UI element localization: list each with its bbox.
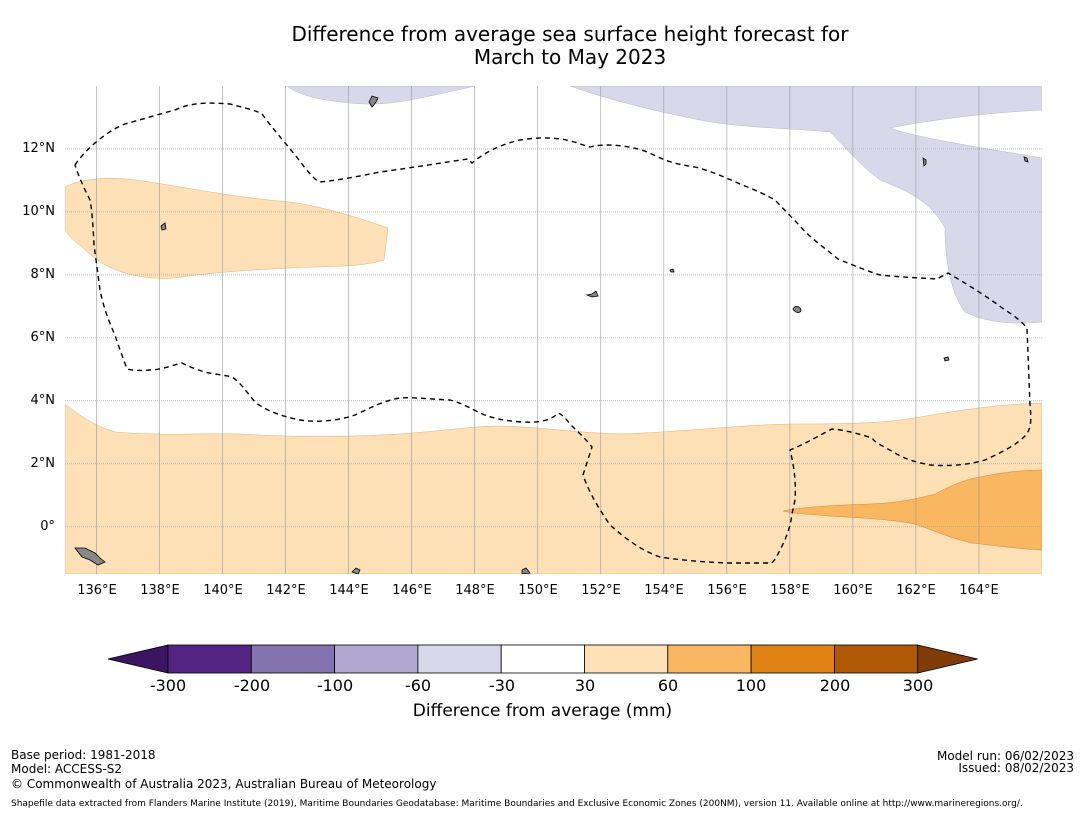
- colorbar-tick-label: -200: [233, 676, 271, 695]
- colorbar-tick-label: -30: [488, 676, 516, 695]
- colorbar-tick-label: -100: [316, 676, 354, 695]
- island-small-3: [922, 157, 927, 167]
- colorbar-tick-label: 60: [657, 676, 679, 695]
- lat-label: 12°N: [22, 141, 55, 156]
- lon-label: 150°E: [518, 583, 558, 598]
- footer-source: Shapefile data extracted from Flanders M…: [11, 799, 1023, 809]
- colorbar-segment: [750, 644, 835, 674]
- island-small-2: [1023, 156, 1029, 163]
- lat-label: 10°N: [22, 204, 55, 219]
- island-southwest: [74, 547, 106, 566]
- colorbar-segment: [417, 644, 502, 674]
- eez-boundary-line: [74, 102, 1032, 565]
- anomaly-region-positive-south: [65, 402, 1042, 574]
- colorbar: [107, 644, 978, 674]
- colorbar-extend-low: [107, 644, 169, 674]
- lon-label: 136°E: [77, 583, 117, 598]
- lat-label: 6°N: [30, 330, 56, 345]
- footer-issued: Issued: 08/02/2023: [958, 761, 1074, 775]
- lon-label: 158°E: [770, 583, 810, 598]
- lon-label: 142°E: [266, 583, 306, 598]
- anomaly-region-negative-north: [286, 86, 476, 105]
- colorbar-segment: [250, 644, 336, 674]
- colorbar-tick-label: 30: [574, 676, 596, 695]
- island-west: [160, 222, 167, 231]
- islands: [74, 95, 1029, 574]
- colorbar-segment: [334, 644, 419, 674]
- colorbar-extend-high: [917, 644, 978, 674]
- lon-label: 152°E: [581, 583, 621, 598]
- footer-model-run: Model run: 06/02/2023: [936, 749, 1074, 763]
- anomaly-region-positive-west: [65, 178, 389, 279]
- lon-label: 148°E: [455, 583, 495, 598]
- anomaly-region-negative-northeast: [569, 86, 1042, 324]
- lon-label: 162°E: [896, 583, 936, 598]
- island-cluster-central: [585, 290, 599, 298]
- lon-label: 138°E: [140, 583, 180, 598]
- lat-label: 0°: [40, 519, 55, 534]
- lat-label: 2°N: [30, 456, 56, 471]
- footer-model: Model: ACCESS-S2: [11, 762, 123, 776]
- island-small-1: [669, 268, 675, 273]
- colorbar-tick-label: -300: [149, 676, 187, 695]
- map-area: [65, 86, 1042, 574]
- island-north: [368, 95, 379, 108]
- colorbar-segment: [167, 644, 252, 674]
- colorbar-segment: [584, 644, 669, 674]
- footer-copyright: © Commonwealth of Australia 2023, Austra…: [11, 777, 437, 791]
- chart-title-line2: March to May 2023: [473, 45, 667, 69]
- colorbar-tick-label: -60: [404, 676, 432, 695]
- island-east: [943, 356, 950, 362]
- lon-label: 164°E: [959, 583, 999, 598]
- island-chuuk: [792, 306, 802, 313]
- lon-label: 160°E: [833, 583, 873, 598]
- lon-label: 156°E: [707, 583, 747, 598]
- colorbar-tick-label: 200: [819, 676, 851, 695]
- island-south-center: [521, 567, 531, 574]
- footer-base-period: Base period: 1981-2018: [11, 748, 156, 762]
- lon-label: 154°E: [644, 583, 684, 598]
- colorbar-tick-label: 300: [902, 676, 934, 695]
- colorbar-tick-label: 100: [735, 676, 767, 695]
- lon-label: 144°E: [329, 583, 369, 598]
- colorbar-segment: [667, 644, 752, 674]
- map-svg: [65, 86, 1042, 674]
- chart-title-line1: Difference from average sea surface heig…: [291, 22, 849, 46]
- colorbar-segment: [500, 644, 585, 674]
- island-small-4: [351, 567, 361, 574]
- colorbar-title: Difference from average (mm): [412, 701, 673, 721]
- colorbar-segment: [834, 644, 919, 674]
- lon-label: 140°E: [203, 583, 243, 598]
- anomaly-region-positive-southeast: [782, 469, 1042, 551]
- lat-label: 4°N: [30, 393, 56, 408]
- lat-label: 8°N: [30, 267, 56, 282]
- lon-label: 146°E: [392, 583, 432, 598]
